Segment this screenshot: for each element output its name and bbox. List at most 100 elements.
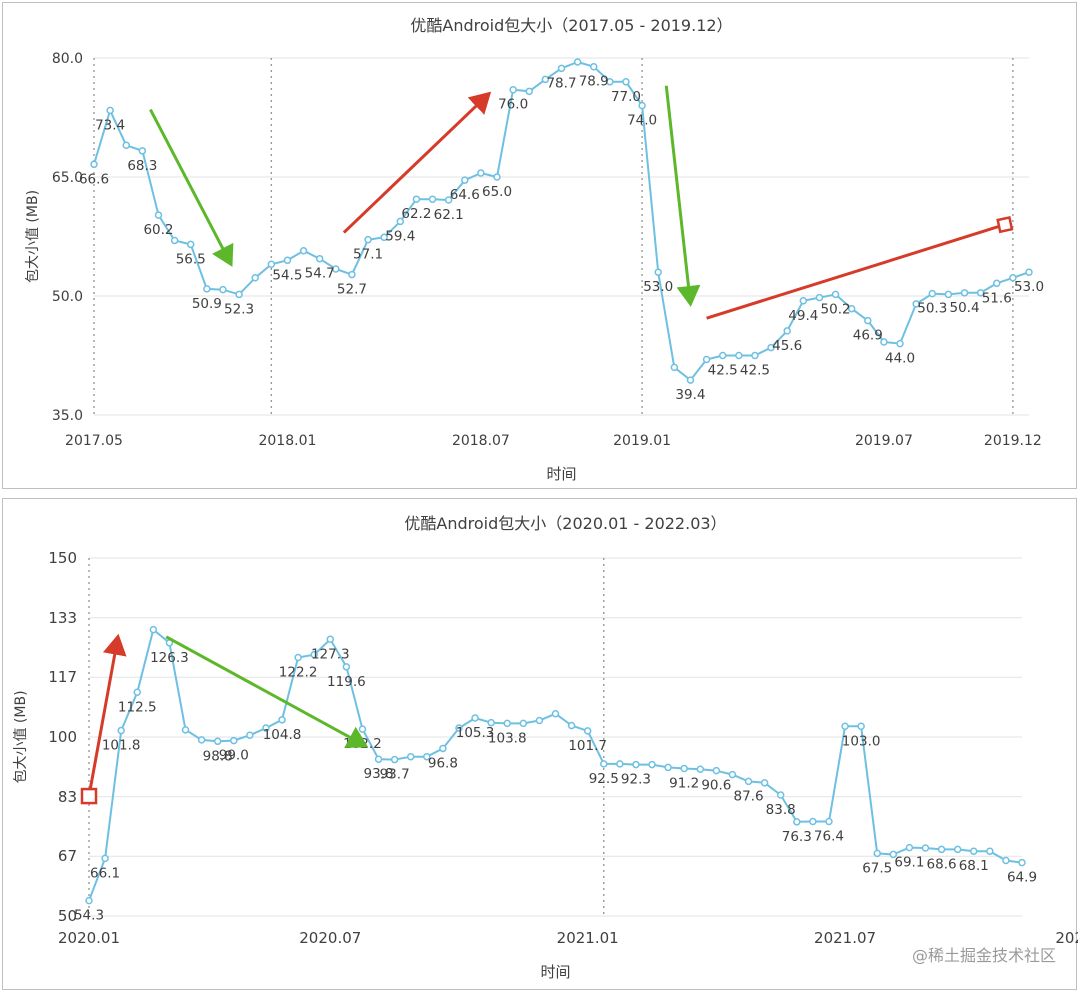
chart-title: 优酷Android包大小（2020.01 - 2022.03） (404, 514, 726, 533)
y-tick-label: 67 (58, 847, 77, 865)
data-label: 119.6 (327, 674, 366, 690)
data-point (294, 653, 302, 662)
x-tick-label: 2020.01 (58, 929, 120, 947)
data-point (799, 297, 808, 305)
y-axis-label: 包大小值 (MB) (13, 690, 29, 783)
data-point (154, 211, 163, 219)
data-label: 65.0 (482, 184, 512, 200)
x-tick-label: 2018.07 (452, 433, 510, 449)
data-point (213, 737, 222, 746)
data-point (1025, 268, 1033, 276)
data-point (567, 721, 576, 730)
data-point (664, 763, 672, 772)
data-point (251, 274, 259, 282)
data-label: 76.4 (814, 828, 844, 844)
data-point (815, 293, 824, 302)
data-label: 92.3 (621, 772, 651, 788)
data-point (557, 64, 566, 73)
data-point (760, 779, 769, 787)
data-point (831, 290, 840, 299)
data-label: 73.4 (95, 117, 125, 133)
data-point (122, 141, 130, 150)
data-point (423, 752, 431, 761)
data-label: 54.7 (305, 266, 335, 282)
data-point (374, 755, 383, 763)
data-point (896, 339, 904, 348)
data-point (332, 265, 340, 273)
data-point (406, 752, 415, 761)
data-point (857, 722, 865, 731)
data-point (735, 351, 743, 360)
data-label: 52.7 (337, 282, 367, 298)
trend-line (706, 223, 1006, 320)
data-point (680, 764, 688, 773)
data-point (783, 327, 791, 335)
data-point (283, 256, 292, 265)
data-point (976, 289, 985, 297)
data-label: 39.4 (675, 387, 705, 403)
data-point (912, 300, 920, 308)
data-label: 66.6 (79, 171, 109, 187)
data-label: 96.8 (428, 755, 458, 771)
data-point (648, 760, 656, 769)
data-point (358, 725, 367, 733)
data-point (444, 196, 453, 204)
data-point (396, 217, 405, 226)
data-label: 57.1 (353, 247, 383, 263)
data-point (583, 727, 592, 735)
data-point (267, 260, 276, 269)
data-point (455, 724, 463, 732)
data-point (960, 289, 969, 297)
x-tick-label: 2021.01 (557, 929, 619, 947)
data-label: 112.5 (118, 699, 157, 715)
data-point (686, 376, 695, 384)
data-point (847, 304, 856, 313)
y-tick-label: 80.0 (52, 51, 83, 67)
x-axis-label: 时间 (540, 963, 570, 981)
trend-arrow (664, 85, 701, 307)
data-point (541, 75, 550, 84)
data-point (1009, 274, 1017, 282)
data-label: 62.2 (401, 206, 431, 222)
data-label: 66.1 (90, 865, 120, 881)
data-point (841, 722, 849, 731)
data-point (573, 58, 582, 66)
data-label: 42.5 (740, 363, 770, 379)
trend-arrow (342, 91, 492, 234)
data-point (600, 760, 608, 768)
chart-title: 优酷Android包大小（2017.05 - 2019.12） (410, 16, 732, 35)
data-point (262, 724, 270, 732)
data-label: 93.8 (364, 766, 394, 782)
data-point (310, 650, 318, 659)
data-label: 53.0 (643, 279, 673, 295)
x-tick-label: 2018.01 (258, 433, 316, 449)
data-point (744, 777, 753, 786)
data-label: 93.7 (380, 767, 410, 783)
y-tick-label: 117 (48, 668, 77, 686)
data-point (525, 87, 534, 96)
data-label: 50.9 (192, 296, 222, 312)
data-label: 53.0 (1014, 279, 1044, 295)
data-point (106, 106, 114, 115)
x-tick-label: 2021.07 (814, 929, 876, 947)
data-point (616, 760, 624, 768)
data-label: 78.9 (579, 74, 609, 90)
trend-end-square (996, 216, 1014, 234)
data-point (149, 625, 158, 634)
data-label: 83.8 (766, 802, 796, 818)
data-point (186, 240, 195, 249)
data-point (551, 709, 560, 718)
data-label: 52.3 (224, 301, 254, 317)
data-label: 45.6 (772, 338, 802, 354)
data-point (461, 176, 469, 184)
data-point (696, 765, 705, 773)
data-label: 68.6 (927, 856, 957, 872)
data-label: 50.2 (821, 301, 851, 317)
data-point (138, 147, 147, 155)
x-tick-label: 2017.05 (65, 433, 123, 449)
y-tick-label: 50 (58, 907, 77, 925)
data-label: 64.6 (450, 187, 480, 203)
data-point (728, 770, 737, 779)
data-label: 98.8 (203, 748, 233, 764)
data-point (928, 289, 937, 298)
